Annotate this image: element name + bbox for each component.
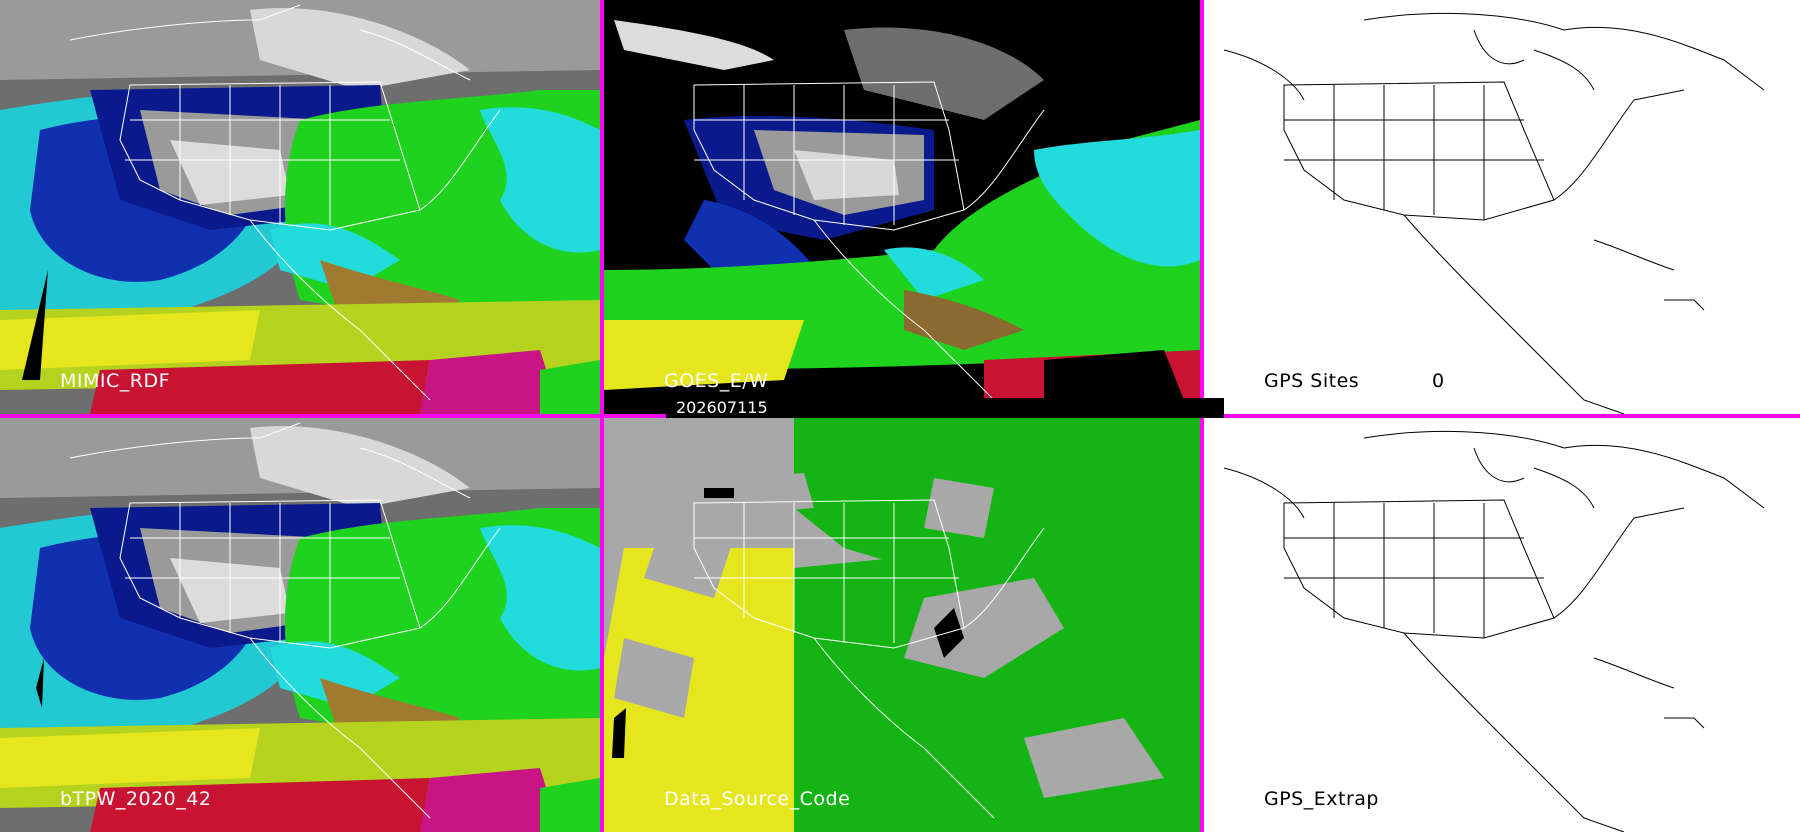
gps-extrap-map xyxy=(1204,418,1800,832)
timestamp-bar: 202607115 xyxy=(666,398,1224,418)
panel-label: GPS Sites xyxy=(1264,370,1360,392)
goes-ew-map xyxy=(604,0,1200,414)
panel-btpw: bTPW_2020_42 xyxy=(0,418,600,832)
panel-label: MIMIC_RDF xyxy=(60,370,171,392)
panel-data-source-code: Data_Source_Code xyxy=(604,418,1200,832)
panel-gps-extrap: GPS_Extrap xyxy=(1204,418,1800,832)
gps-sites-map xyxy=(1204,0,1800,414)
vertical-separator-left xyxy=(600,0,604,832)
btpw-map xyxy=(0,418,600,832)
data-source-code-map xyxy=(604,418,1200,832)
gps-site-count: 0 xyxy=(1432,370,1445,392)
panel-label: GOES_E/W xyxy=(664,370,769,392)
panel-label: Data_Source_Code xyxy=(664,788,851,810)
panel-gps-sites: GPS Sites 0 xyxy=(1204,0,1800,414)
mimic-rdf-map xyxy=(0,0,600,414)
panel-mimic-rdf: MIMIC_RDF xyxy=(0,0,600,414)
panel-label: GPS_Extrap xyxy=(1264,788,1379,810)
panel-label: bTPW_2020_42 xyxy=(60,788,212,810)
panel-goes-ew: GOES_E/W xyxy=(604,0,1200,414)
